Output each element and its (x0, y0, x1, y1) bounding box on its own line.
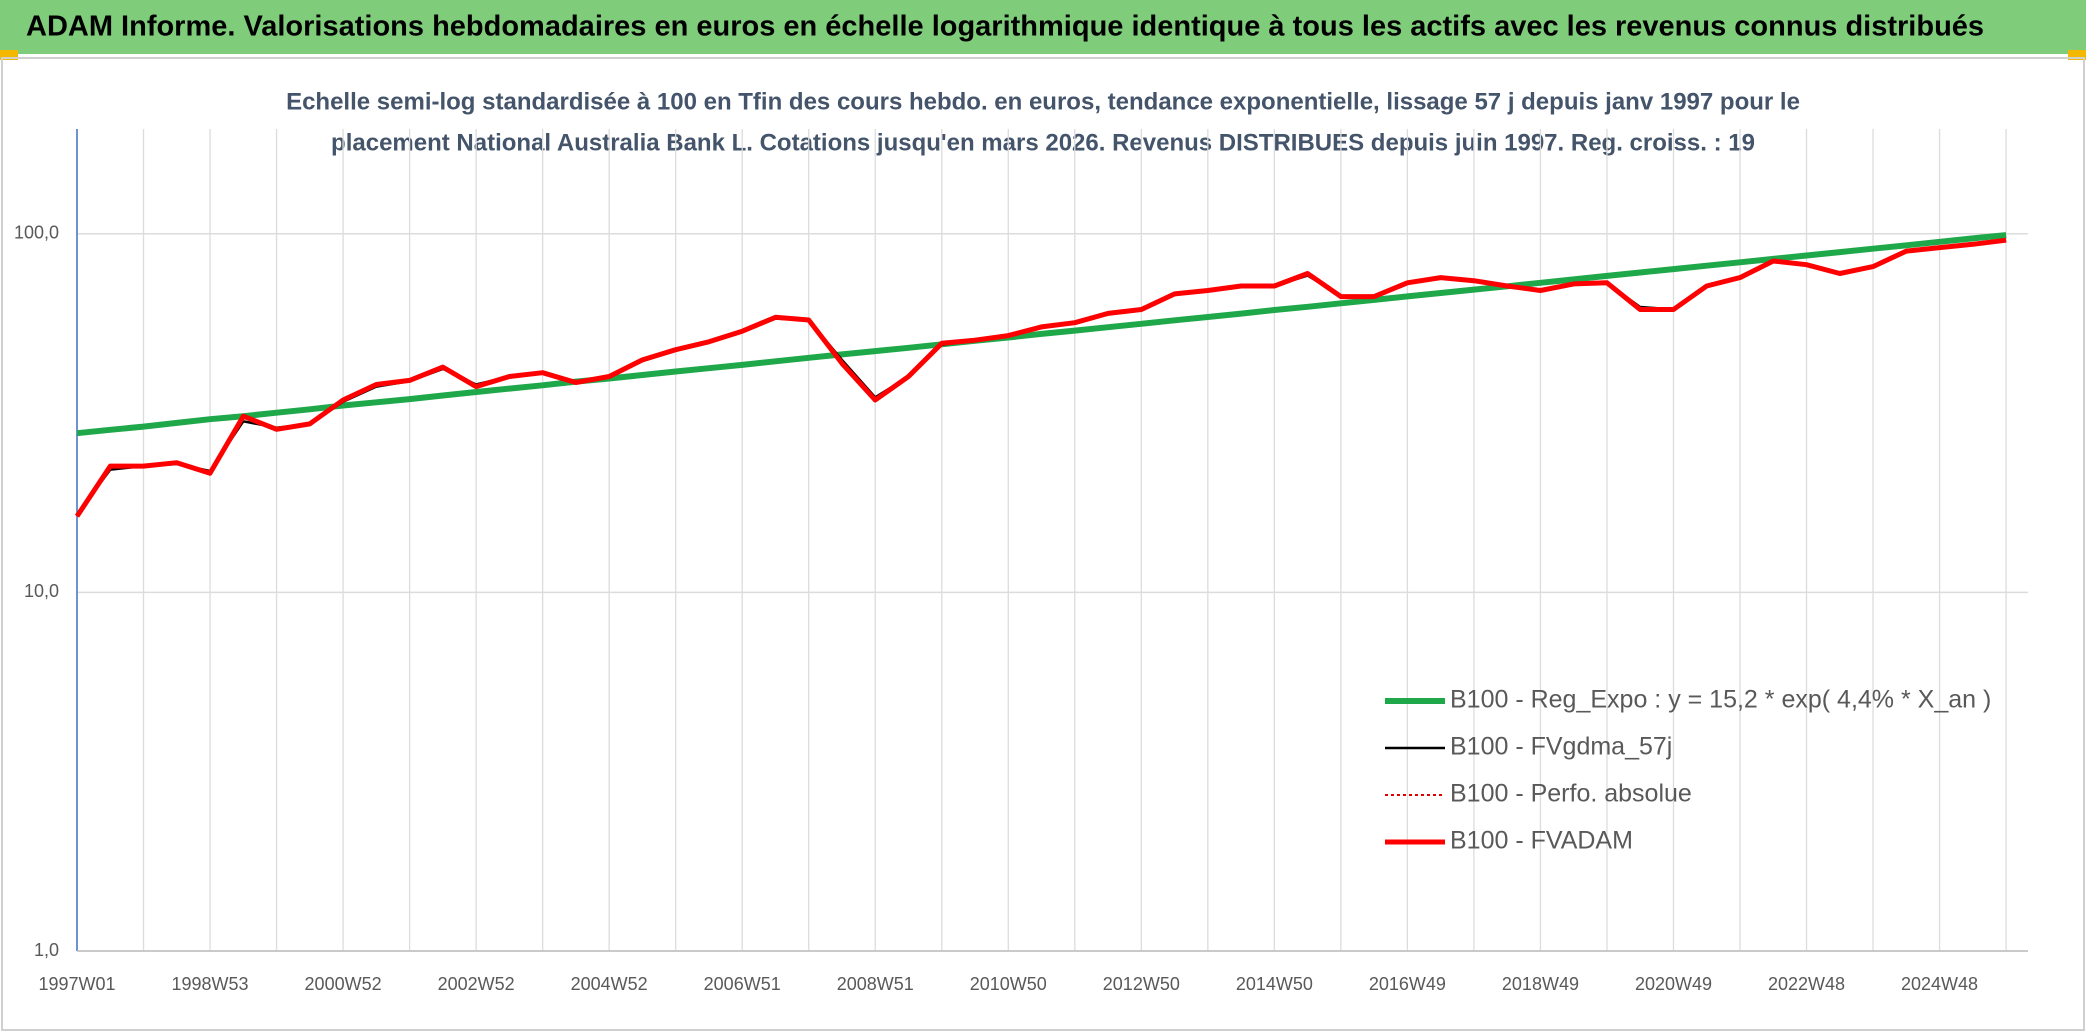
grid: 1997W01 1998W53 2000W52 2002W52 2004W52 2006W… (14, 129, 2028, 994)
x-tick-label: 2016W49 (1369, 974, 1446, 994)
x-tick-label: 2008W51 (837, 974, 914, 994)
x-tick-label: 2012W50 (1103, 974, 1180, 994)
x-tick-label: 2018W49 (1502, 974, 1579, 994)
page-title: ADAM Informe. Valorisations hebdomadaire… (26, 11, 1984, 43)
x-tick-label: 2024W48 (1901, 974, 1978, 994)
x-tick-label: 2006W51 (704, 974, 781, 994)
header-band (0, 0, 2086, 54)
legend: B100 - Reg_Expo : y = 15,2 * exp( 4,4% *… (1385, 686, 1991, 855)
x-tick-label: 2004W52 (571, 974, 648, 994)
corner-mark (0, 50, 18, 60)
x-tick-label: 2010W50 (970, 974, 1047, 994)
x-tick-label: 1998W53 (172, 974, 249, 994)
legend-label: B100 - Perfo. absolue (1450, 780, 1692, 808)
chart-subtitle: Echelle semi-log standardisée à 100 en T… (286, 88, 1800, 115)
chart-subtitle: placement National Australia Bank L. Cot… (331, 129, 1755, 156)
y-tick-label: 10,0 (24, 581, 59, 601)
x-tick-label: 2000W52 (305, 974, 382, 994)
chart-frame (1, 57, 2085, 1031)
plot-area (74, 232, 2007, 518)
legend-label: B100 - FVADAM (1450, 827, 1633, 855)
legend-label: B100 - Reg_Expo : y = 15,2 * exp( 4,4% *… (1450, 686, 1991, 714)
series-line (76, 232, 2007, 437)
y-tick-label: 100,0 (14, 223, 59, 243)
x-tick-label: 2002W52 (438, 974, 515, 994)
x-tick-label: 1997W01 (38, 974, 115, 994)
x-tick-label: 2014W50 (1236, 974, 1313, 994)
series-line (74, 237, 2007, 518)
x-tick-label: 2020W49 (1635, 974, 1712, 994)
legend-label: B100 - FVgdma_57j (1450, 733, 1672, 761)
y-tick-label: 1,0 (34, 940, 59, 960)
corner-mark (2068, 50, 2086, 60)
x-tick-label: 2022W48 (1768, 974, 1845, 994)
